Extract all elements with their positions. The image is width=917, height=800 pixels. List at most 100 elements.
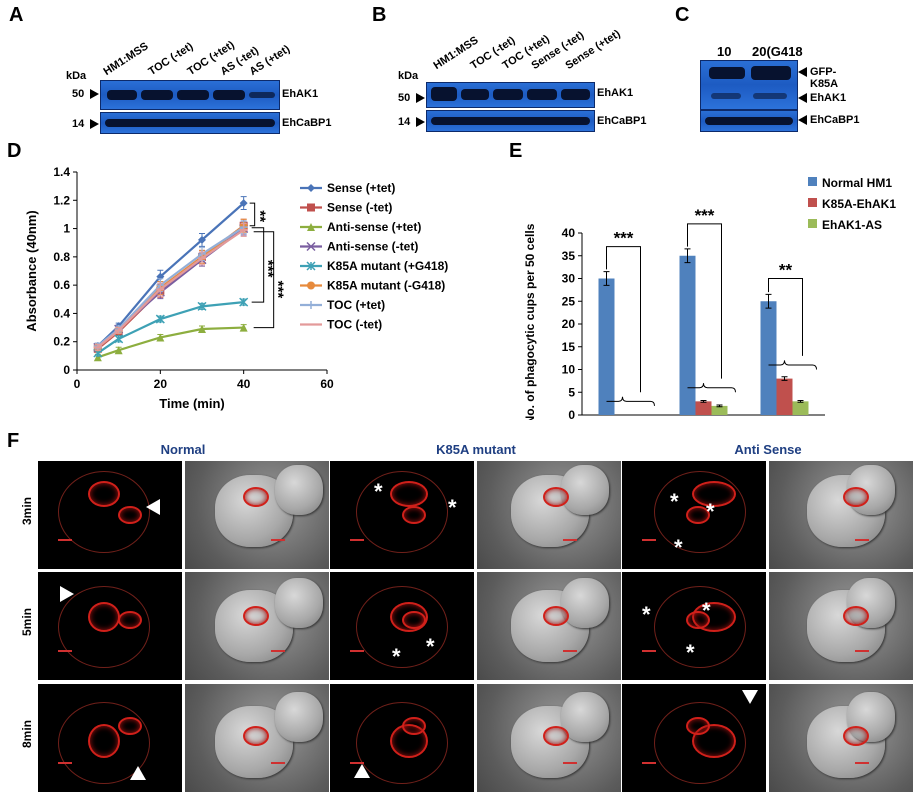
lane-label: 10 — [717, 44, 732, 59]
legend-entry: Anti-sense (-tet) — [300, 240, 418, 254]
significance-bracket — [253, 231, 275, 329]
star-marker: * — [392, 644, 401, 669]
y-tick-label: 10 — [562, 363, 576, 377]
bar-chart: 0 5 10 15 20 25 30 35 40 No. of phagocytic cups p… — [523, 176, 896, 438]
legend-entry: K85A mutant (+G418) — [300, 259, 448, 273]
fluorescence-image — [38, 461, 182, 569]
band-label: EhAK1 — [597, 87, 634, 99]
data-point — [155, 314, 165, 324]
scale-bar — [350, 539, 364, 541]
lane-label: HM1:MSS — [101, 40, 151, 78]
scale-bar — [642, 762, 656, 764]
error-bar — [716, 404, 723, 408]
fluorescence-image: * * * — [622, 572, 766, 680]
band-label: EhAK1 — [810, 92, 847, 104]
scale-bar — [58, 539, 72, 541]
band-arrow — [798, 115, 807, 125]
y-tick-label: 40 — [562, 226, 576, 240]
legend-entry: EhAK1-AS — [808, 218, 882, 232]
bar — [760, 301, 777, 415]
significance-label: *** — [270, 281, 287, 299]
y-tick-label: 0.2 — [53, 335, 70, 349]
bar — [776, 378, 793, 415]
marker-arrow — [416, 93, 425, 103]
group-brace — [606, 396, 655, 406]
fluorescence-image — [38, 684, 182, 792]
legend-swatch — [808, 198, 817, 207]
data-point — [306, 261, 316, 271]
group-brace — [768, 360, 817, 370]
panel-label-a: A — [9, 4, 24, 26]
scale-bar — [58, 762, 72, 764]
panel-label-e: E — [509, 140, 523, 162]
y-tick-label: 0.6 — [53, 278, 70, 292]
significance-label: *** — [614, 229, 634, 248]
star-marker: * — [426, 634, 435, 659]
significance-label: ** — [779, 261, 793, 280]
significance-label: ** — [252, 210, 269, 222]
y-tick-label: 30 — [562, 272, 576, 286]
legend-entry: TOC (-tet) — [300, 318, 382, 332]
x-tick-label: 60 — [320, 377, 334, 391]
data-point — [198, 235, 206, 244]
star-marker: * — [642, 602, 651, 627]
band-label: EhCaBP1 — [597, 115, 647, 127]
legend-label: K85A mutant (+G418) — [327, 259, 448, 273]
x-tick-label: 0 — [74, 377, 81, 391]
dic-image — [477, 572, 621, 680]
y-tick-label: 0 — [63, 363, 70, 377]
significance-bracket — [249, 202, 256, 227]
fluorescence-image — [330, 684, 474, 792]
band-label: EhAK1 — [282, 88, 319, 100]
dic-image — [477, 684, 621, 792]
y-tick-label: 1.4 — [53, 165, 70, 179]
error-bar — [781, 376, 788, 381]
dic-image — [769, 572, 913, 680]
row-label-5min: 5min — [20, 608, 34, 637]
blot-strip-top — [700, 60, 798, 110]
legend-label: Normal HM1 — [822, 176, 892, 190]
legend-swatch — [808, 219, 817, 228]
data-point — [93, 353, 102, 362]
y-tick-label: 5 — [568, 385, 575, 399]
fluorescence-image — [38, 572, 182, 680]
blot-strip-bottom — [100, 112, 280, 134]
chart-d: 0 0.2 0.4 0.6 0.8 1 1.2 1.4 0 20 40 60 Time (min) Abs… — [0, 150, 480, 420]
legend-label: TOC (-tet) — [327, 318, 382, 332]
marker-arrow — [416, 117, 425, 127]
arrowhead-marker — [354, 764, 370, 778]
data-point — [306, 241, 316, 252]
scale-bar — [563, 762, 577, 764]
scale-bar — [350, 650, 364, 652]
data-point — [114, 346, 123, 355]
x-tick-label: 40 — [237, 377, 251, 391]
x-axis-label: Time (min) — [159, 396, 225, 411]
star-marker: * — [448, 495, 457, 520]
y-tick-label: 20 — [562, 317, 576, 331]
marker-arrow — [90, 89, 99, 99]
row-label-8min: 8min — [20, 720, 34, 749]
fluorescence-image: * * * — [622, 461, 766, 569]
legend-entry: Normal HM1 — [808, 176, 892, 190]
y-tick-label: 1.2 — [53, 193, 70, 207]
data-point — [307, 203, 315, 212]
legend-entry: Anti-sense (+tet) — [300, 220, 421, 234]
x-tick-label: 20 — [154, 377, 168, 391]
significance-bracket — [606, 246, 641, 393]
scale-bar — [855, 539, 869, 541]
column-title-antisense: Anti Sense — [734, 442, 802, 457]
y-axis-label: Absorbance (40nm) — [24, 210, 39, 331]
data-point — [239, 323, 248, 332]
legend-entry: Sense (+tet) — [300, 181, 395, 195]
y-tick-label: 0.8 — [53, 250, 70, 264]
legend-entry: K85A mutant (-G418) — [300, 279, 445, 293]
data-point — [307, 281, 315, 290]
legend-swatch — [808, 177, 817, 186]
panel-label-f: F — [7, 430, 20, 452]
band-label: EhCaBP1 — [810, 114, 860, 126]
error-bar — [700, 399, 707, 403]
marker-50: 50 — [398, 92, 411, 104]
y-tick-label: 1 — [63, 222, 70, 236]
column-title-k85a: K85A mutant — [436, 442, 516, 457]
scale-bar — [642, 650, 656, 652]
